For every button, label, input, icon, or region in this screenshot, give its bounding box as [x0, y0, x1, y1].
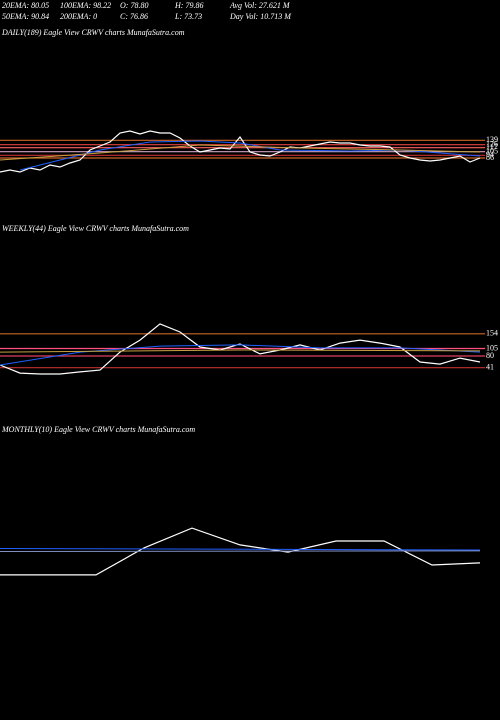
- price-line: [0, 548, 481, 551]
- panel-title: DAILY(189) Eagle View CRWV charts Munafa…: [1, 28, 185, 37]
- price-line: [0, 349, 481, 353]
- header-text: O: 78.80: [120, 1, 148, 10]
- header-text: 100EMA: 98.22: [60, 1, 111, 10]
- header-text: 20EMA: 80.05: [2, 1, 49, 10]
- price-line: [0, 130, 481, 173]
- y-tick-label: 41: [486, 363, 494, 372]
- price-line: [0, 527, 481, 576]
- y-tick-label: 86: [486, 153, 494, 162]
- header-text: C: 76.86: [120, 12, 148, 21]
- y-tick-label: 126: [486, 139, 498, 148]
- y-tick-label: 80: [486, 351, 494, 360]
- header-text: 200EMA: 0: [60, 12, 97, 21]
- panel-title: WEEKLY(44) Eagle View CRWV charts Munafa…: [2, 224, 189, 233]
- header-text: H: 79.86: [174, 1, 203, 10]
- y-tick-label: 139: [486, 135, 498, 144]
- header-text: 50EMA: 90.84: [2, 12, 49, 21]
- header-text: L: 73.73: [174, 12, 202, 21]
- header-text: Avg Vol: 27.621 M: [229, 1, 291, 10]
- header-text: Day Vol: 10.713 M: [229, 12, 292, 21]
- price-line: [0, 144, 481, 161]
- price-line: [0, 323, 481, 375]
- y-tick-label: 105: [486, 343, 498, 352]
- price-line: [0, 550, 481, 552]
- y-tick-label: 117: [486, 142, 498, 151]
- panel-title: MONTHLY(10) Eagle View CRWV charts Munaf…: [1, 425, 195, 434]
- price-line: [19, 140, 481, 171]
- y-tick-label: 94: [486, 150, 494, 159]
- price-line: [0, 344, 481, 366]
- y-tick-label: 105: [486, 146, 498, 155]
- y-tick-label: 154: [486, 329, 498, 338]
